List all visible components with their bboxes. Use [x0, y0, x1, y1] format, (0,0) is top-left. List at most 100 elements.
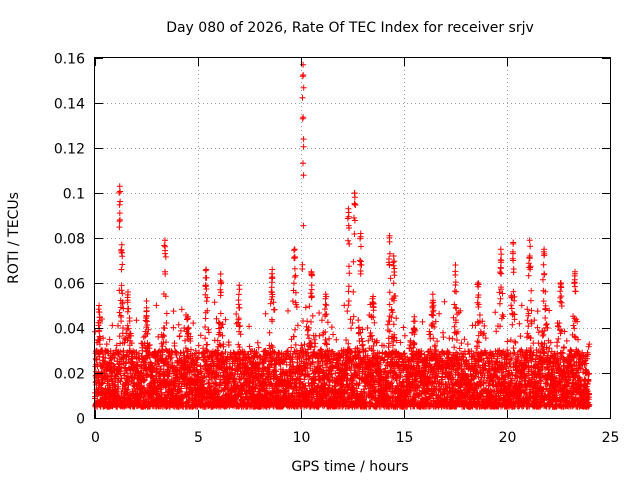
data-point [289, 298, 296, 305]
data-point [128, 332, 134, 339]
data-point [440, 334, 447, 341]
data-point [115, 383, 122, 390]
data-point [202, 335, 209, 342]
data-point [175, 321, 182, 328]
data-point [351, 231, 358, 237]
data-point [217, 310, 224, 317]
data-point [390, 338, 397, 345]
data-point [109, 322, 116, 329]
data-point [122, 360, 129, 367]
data-point [419, 318, 426, 325]
data-point [355, 317, 362, 324]
data-point [197, 332, 204, 339]
data-point [291, 265, 298, 272]
data-point [333, 336, 340, 343]
data-point [190, 320, 197, 327]
data-point [124, 322, 131, 329]
data-point [300, 143, 307, 150]
data-point [311, 343, 318, 350]
data-point [117, 348, 124, 355]
data-point [170, 308, 177, 315]
data-point [267, 300, 274, 307]
data-point [222, 316, 229, 323]
data-point [312, 340, 319, 347]
data-point [345, 283, 352, 290]
data-point [300, 222, 307, 229]
data-point [225, 342, 232, 348]
data-point [119, 290, 126, 297]
data-point [364, 325, 371, 331]
data-point [304, 318, 311, 325]
data-point [302, 304, 309, 311]
data-point [304, 331, 311, 338]
data-point [120, 347, 127, 354]
data-point [299, 261, 306, 268]
data-point [427, 331, 434, 338]
data-point [118, 318, 125, 325]
data-point [306, 303, 313, 310]
data-point [316, 332, 323, 339]
data-point [400, 324, 407, 331]
data-point [170, 324, 177, 331]
data-point [203, 298, 210, 305]
data-point [436, 310, 443, 317]
data-point [346, 263, 352, 270]
data-point [319, 317, 325, 324]
data-point [266, 329, 273, 336]
data-point [390, 321, 397, 328]
data-point [106, 336, 113, 343]
data-point [171, 342, 178, 349]
data-point [114, 371, 121, 378]
data-point [96, 341, 103, 348]
data-point [124, 386, 131, 393]
data-point [271, 306, 278, 313]
data-point [308, 318, 314, 325]
data-point [316, 310, 323, 316]
data-point [350, 258, 357, 265]
data-point [120, 325, 126, 331]
data-point [430, 335, 437, 342]
data-point [102, 355, 109, 361]
data-point [178, 306, 185, 313]
data-point [324, 319, 331, 326]
data-point [115, 393, 122, 400]
data-point [128, 340, 135, 347]
data-point [357, 268, 364, 274]
data-point [118, 287, 125, 294]
data-point [202, 324, 209, 330]
data-point [393, 315, 400, 322]
data-point [386, 313, 393, 320]
data-point [348, 325, 355, 332]
data-point [401, 332, 408, 339]
data-point [387, 275, 394, 282]
data-point [176, 333, 183, 339]
data-point [124, 326, 131, 333]
data-point [300, 160, 306, 167]
data-point [292, 326, 298, 333]
data-point [195, 342, 202, 349]
data-point [345, 302, 352, 309]
data-point [294, 322, 301, 329]
data-point [322, 306, 328, 313]
data-point [367, 329, 374, 336]
data-point [100, 335, 107, 342]
data-point [161, 325, 168, 332]
data-point [153, 302, 160, 309]
data-point [113, 342, 120, 349]
data-point [346, 270, 353, 277]
data-point [116, 367, 123, 374]
data-point [103, 341, 110, 348]
data-point [125, 325, 132, 332]
data-point [117, 370, 124, 377]
data-point [285, 307, 291, 314]
data-point [140, 334, 147, 341]
data-point [126, 318, 133, 324]
data-point [371, 319, 378, 326]
data-point [330, 331, 337, 338]
data-point [350, 313, 357, 320]
data-point [211, 299, 218, 306]
data-point [98, 380, 105, 387]
data-point [163, 310, 170, 317]
data-point [124, 367, 131, 374]
